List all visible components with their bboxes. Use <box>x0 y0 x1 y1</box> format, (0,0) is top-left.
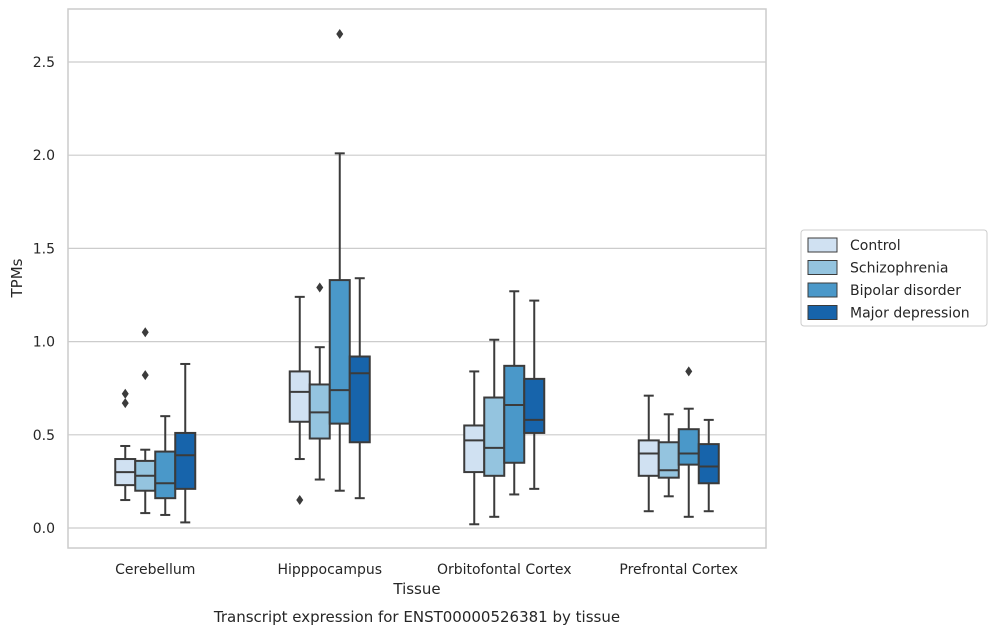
legend-item: Schizophrenia <box>807 260 948 277</box>
box-3-0 <box>637 394 660 513</box>
box-0-2 <box>154 415 177 516</box>
outlier-point <box>141 327 149 338</box>
box-iqr <box>328 279 351 425</box>
box-3-2 <box>677 366 700 518</box>
legend-label: Schizophrenia <box>850 261 948 277</box>
outlier-point <box>685 366 693 377</box>
outlier-point <box>141 370 149 381</box>
outlier-point <box>296 495 304 506</box>
box-0-1 <box>134 327 157 515</box>
box-2-1 <box>483 338 506 518</box>
box-2-3 <box>523 299 546 490</box>
legend-label: Control <box>850 238 901 254</box>
box-iqr <box>288 370 311 423</box>
chart-caption: Transcript expression for ENST0000052638… <box>213 608 620 626</box>
outlier-point <box>121 388 129 399</box>
box-iqr <box>697 443 720 485</box>
outlier-point <box>316 282 324 293</box>
box-iqr <box>463 424 486 474</box>
y-tick-label: 1.5 <box>33 241 55 257</box>
box-1-3 <box>348 277 371 500</box>
box-0-0 <box>114 388 137 502</box>
x-tick-label: Cerebellum <box>115 562 195 578</box>
legend-swatch <box>807 260 838 275</box>
legend-item: Major depression <box>807 305 970 322</box>
box-iqr <box>503 364 526 464</box>
box-1-2 <box>328 29 351 492</box>
y-tick-label: 0.0 <box>33 521 55 537</box>
y-tick-label: 2.5 <box>33 55 55 71</box>
x-tick-label: Prefrontal Cortex <box>619 562 738 578</box>
legend-swatch <box>807 305 838 320</box>
box-iqr <box>154 450 177 500</box>
legend-label: Bipolar disorder <box>850 283 961 299</box>
x-tick-label: Orbitofontal Cortex <box>437 562 572 578</box>
box-iqr <box>174 431 197 490</box>
legend-swatch <box>807 282 838 298</box>
x-tick-label: Hipppocampus <box>277 562 382 578</box>
box-1-0 <box>288 295 311 506</box>
legend-item: Control <box>807 237 901 254</box>
box-iqr <box>523 377 546 434</box>
box-2-2 <box>503 290 526 496</box>
outlier-point <box>121 398 129 409</box>
box-3-3 <box>697 418 720 513</box>
y-tick-label: 1.0 <box>33 335 55 351</box>
legend-swatch <box>807 237 838 253</box>
x-axis-label: Tissue <box>392 580 440 598</box>
box-iqr <box>348 355 371 444</box>
legend-item: Bipolar disorder <box>807 282 961 299</box>
outlier-point <box>336 29 344 40</box>
x-axis-ticks: Cerebellum Hipppocampus Orbitofontal Corte… <box>115 562 738 578</box>
box-0-3 <box>174 362 197 524</box>
box-iqr <box>637 439 660 477</box>
legend-label: Major depression <box>850 306 970 322</box>
box-1-1 <box>308 282 331 481</box>
legend: Control Schizophrenia Bipolar disorder Majo… <box>800 229 988 327</box>
y-tick-label: 2.0 <box>33 148 55 164</box>
boxes <box>114 29 720 526</box>
legend-frame <box>800 229 988 327</box>
y-axis-ticks: 0.0 0.5 1.0 1.5 2.0 2.5 <box>33 55 55 537</box>
box-2-0 <box>463 370 486 526</box>
y-tick-label: 0.5 <box>33 428 55 444</box>
y-axis-label: TPMs <box>8 258 26 298</box>
plot-frame <box>67 8 767 549</box>
box-iqr <box>677 428 700 466</box>
box-iqr <box>657 441 680 479</box>
box-iqr <box>483 396 506 477</box>
box-3-1 <box>657 413 680 498</box>
